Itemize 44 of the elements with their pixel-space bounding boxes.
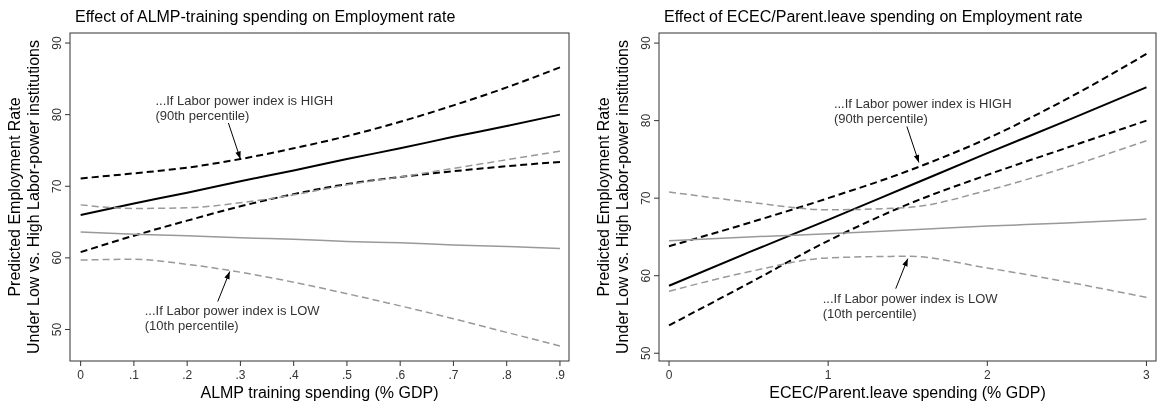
x-tick-label: 1: [824, 368, 832, 382]
line-series: [668, 218, 1148, 242]
y-axis-title: Predicted Employment Rate Under Low vs. High Labor-power institutions: [595, 40, 631, 354]
x-tick-label: 0: [77, 368, 85, 382]
line-series: [668, 52, 1148, 248]
x-tick-label: 2: [983, 368, 991, 382]
y-tick-label: 60: [50, 250, 64, 265]
annotation: ...If Labor power index is HIGH (90th percentile): [833, 96, 1012, 127]
annotation: ...If Labor power index is HIGH (90th percentile): [155, 93, 334, 124]
x-axis-title: ALMP training spending (% GDP): [200, 384, 439, 401]
x-tick-label: .2: [182, 368, 193, 382]
y-tick-label: 50: [639, 346, 653, 360]
x-tick-label: .7: [448, 368, 459, 382]
y-tick-label: 80: [50, 107, 64, 122]
line-series: [668, 86, 1148, 287]
line-series: [79, 113, 561, 216]
x-tick-label: .8: [501, 368, 513, 382]
line-series: [79, 66, 561, 180]
line-series: [79, 258, 561, 347]
line-series: [668, 140, 1148, 211]
x-tick-label: .3: [235, 368, 246, 382]
x-axis-title: ECEC/Parent.leave spending (% GDP): [769, 384, 1046, 401]
y-tick-label: 60: [639, 268, 653, 283]
x-tick-label: .4: [288, 368, 299, 382]
x-tick-label: 0: [665, 368, 673, 382]
x-tick-label: .5: [341, 368, 353, 382]
annotation: ...If Labor power index is LOW (10th percentile): [822, 290, 999, 321]
y-tick-label: 80: [639, 113, 653, 128]
y-tick-label: 50: [50, 322, 64, 337]
y-tick-label: 70: [639, 191, 653, 205]
line-series: [79, 150, 561, 210]
y-tick-label: 90: [50, 36, 64, 50]
y-tick-label: 70: [50, 179, 64, 193]
x-tick-label: .1: [128, 368, 140, 382]
y-tick-label: 90: [639, 36, 653, 50]
x-tick-label: 3: [1143, 368, 1151, 382]
annotation: ...If Labor power index is LOW (10th percentile): [144, 303, 321, 334]
chart-title: Effect of ALMP-training spending on Employment rate: [75, 8, 456, 25]
line-series: [79, 160, 561, 254]
x-tick-label: .6: [395, 368, 406, 382]
chart-title: Effect of ECEC/Parent.leave spending on Employment rate: [664, 8, 1083, 25]
line-series: [79, 231, 561, 250]
y-axis-title: Predicted Employment Rate Under Low vs. High Labor-power institutions: [6, 40, 42, 354]
x-tick-label: .9: [554, 368, 566, 382]
